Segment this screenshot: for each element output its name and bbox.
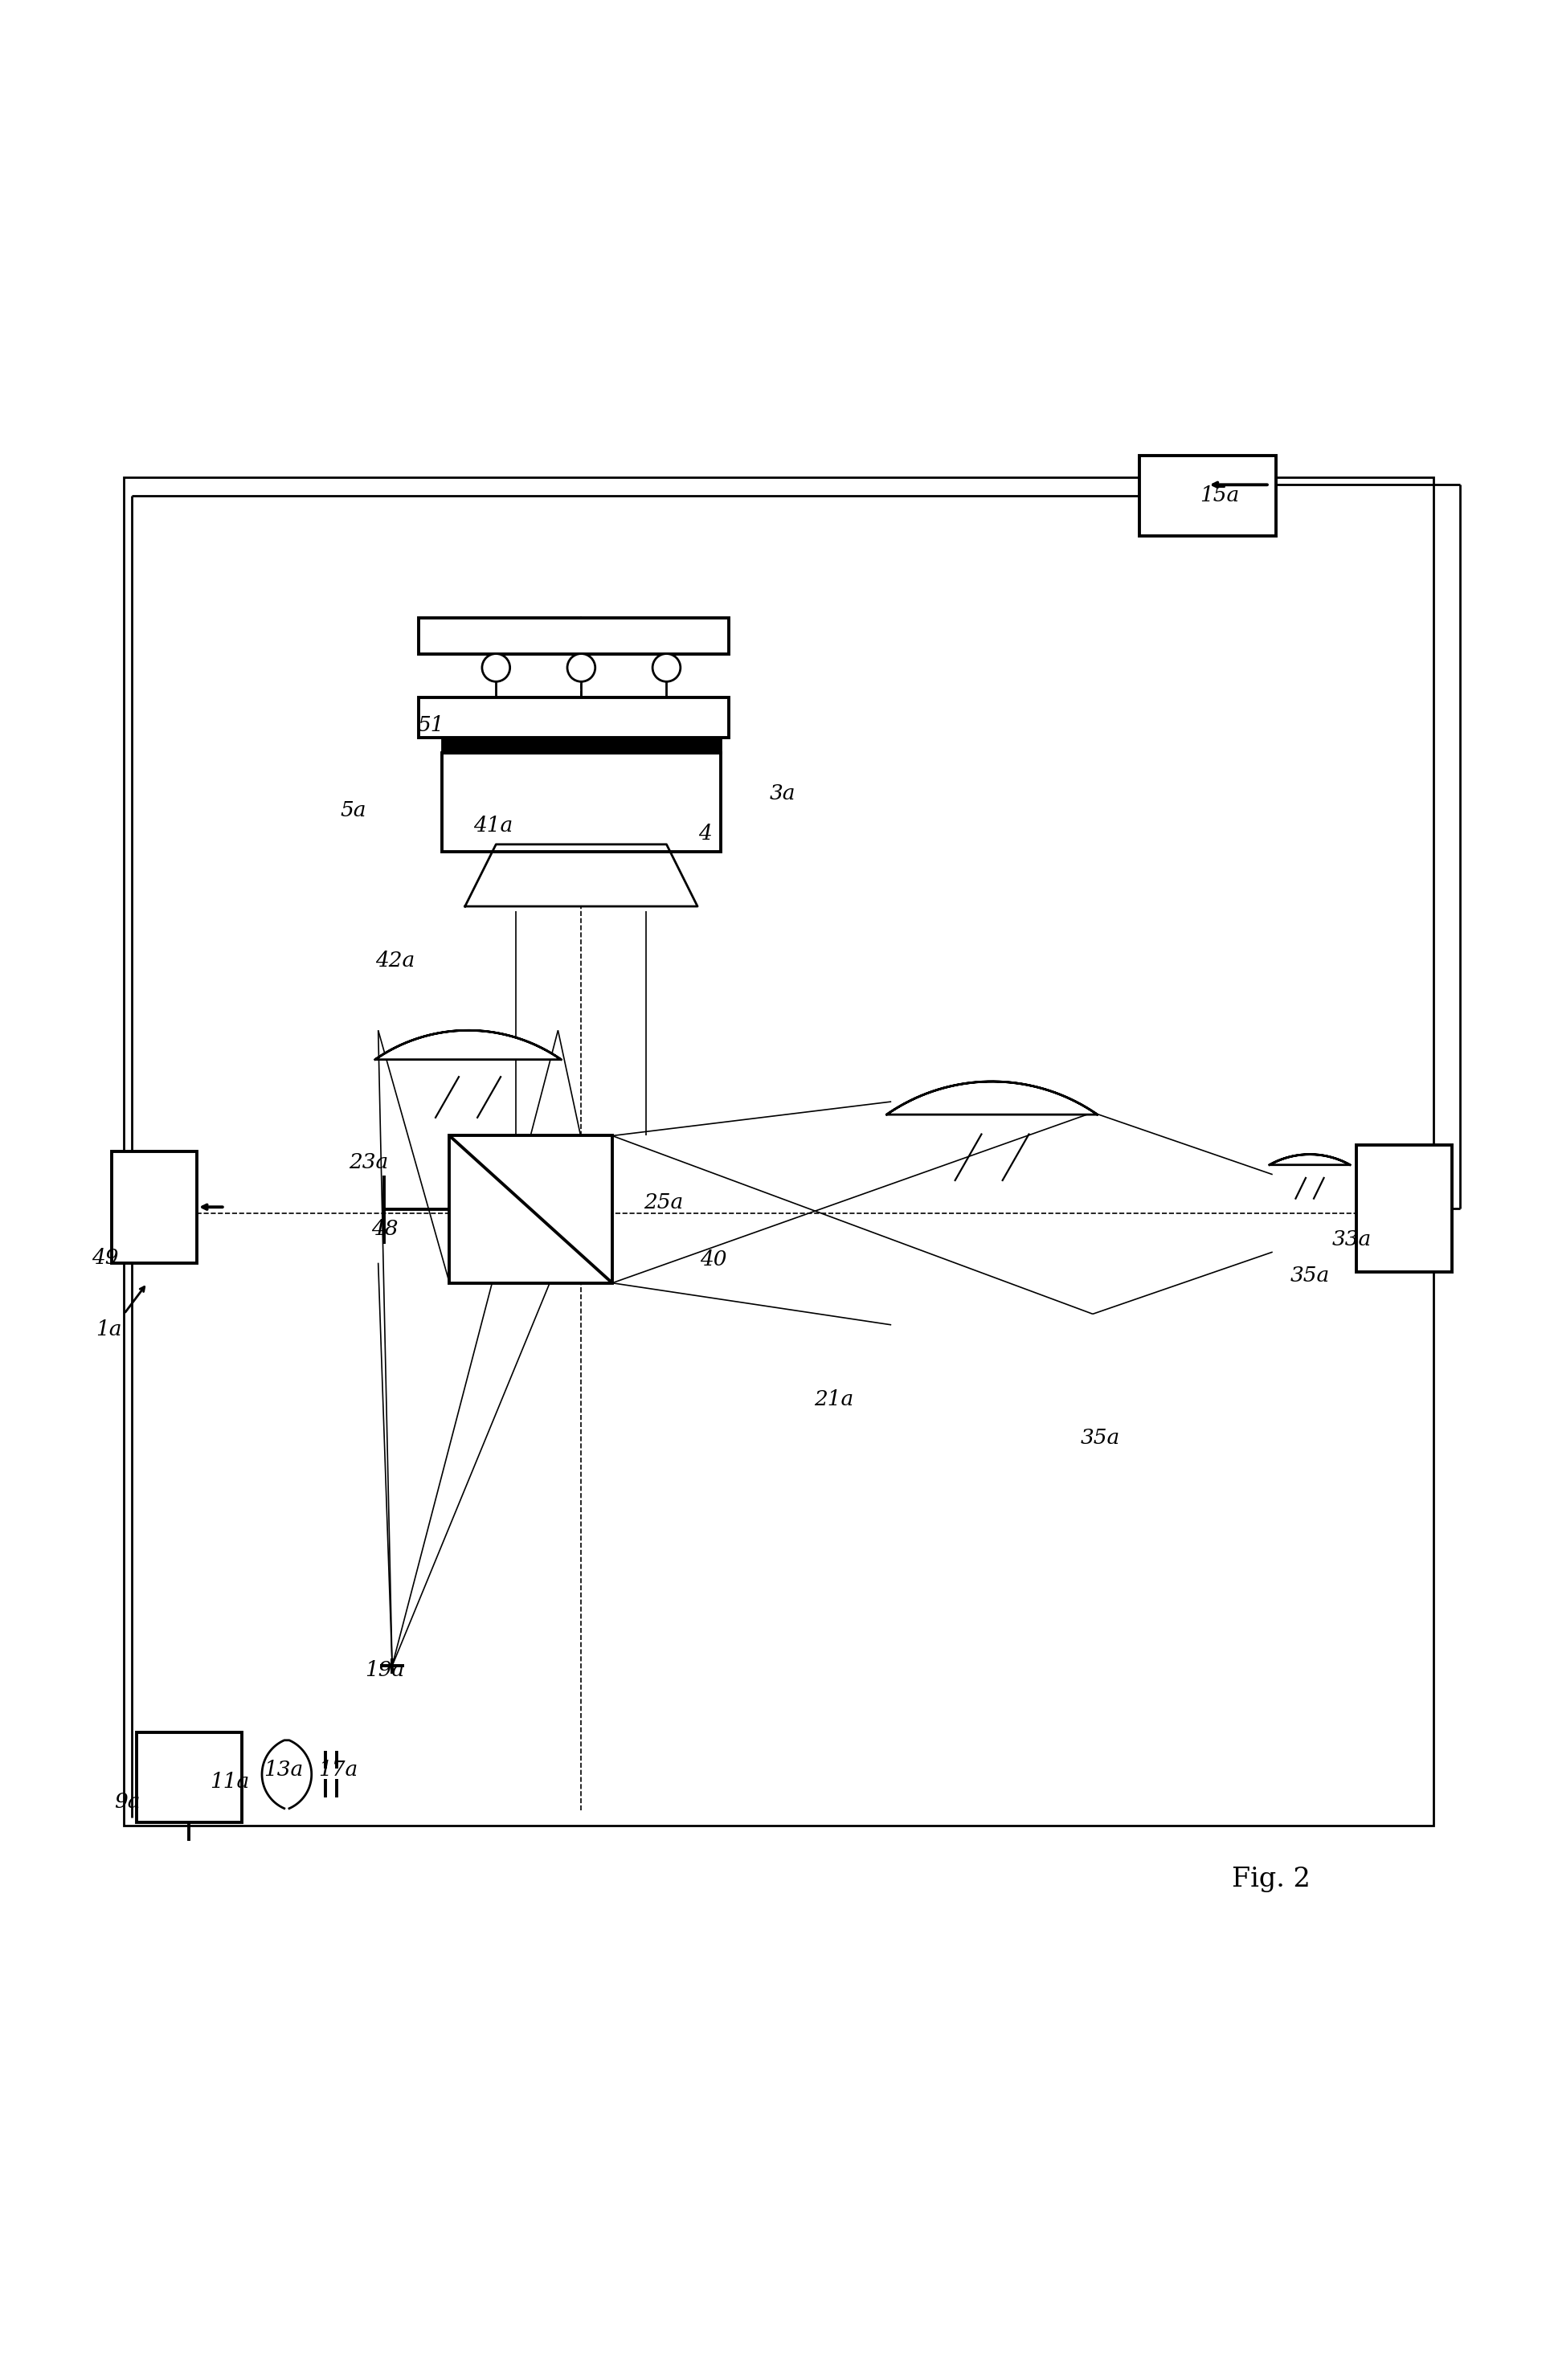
Text: 35a: 35a xyxy=(1290,1266,1330,1285)
Circle shape xyxy=(482,655,510,681)
Text: 51: 51 xyxy=(417,714,445,735)
Circle shape xyxy=(567,655,595,681)
Text: Fig. 2: Fig. 2 xyxy=(1232,1866,1310,1892)
Text: 23a: 23a xyxy=(349,1152,389,1171)
Polygon shape xyxy=(262,1740,312,1809)
Polygon shape xyxy=(887,1081,1097,1114)
Text: 21a: 21a xyxy=(814,1390,854,1409)
Bar xyxy=(124,476,1434,1825)
Text: 15a: 15a xyxy=(1200,486,1240,505)
Text: 41a: 41a xyxy=(473,816,513,835)
Text: 40: 40 xyxy=(699,1250,727,1271)
Text: 1a: 1a xyxy=(96,1319,121,1340)
Bar xyxy=(1139,455,1276,536)
Bar xyxy=(418,619,728,655)
Text: 3a: 3a xyxy=(770,783,795,804)
Bar xyxy=(418,697,728,738)
Text: 42a: 42a xyxy=(375,950,415,971)
Polygon shape xyxy=(465,845,697,907)
Bar xyxy=(136,1733,242,1823)
Text: 4: 4 xyxy=(699,823,711,843)
Circle shape xyxy=(653,655,680,681)
Bar xyxy=(442,738,721,752)
Bar xyxy=(449,1135,612,1283)
Text: 13a: 13a xyxy=(264,1759,304,1780)
Text: 33a: 33a xyxy=(1331,1230,1372,1250)
Text: 19a: 19a xyxy=(364,1661,405,1680)
Text: 17a: 17a xyxy=(318,1759,358,1780)
Text: 35a: 35a xyxy=(1080,1428,1121,1447)
Text: 49: 49 xyxy=(91,1247,119,1269)
Text: 11a: 11a xyxy=(209,1773,250,1792)
Text: 9a: 9a xyxy=(115,1792,139,1811)
Bar xyxy=(112,1152,197,1264)
Bar xyxy=(442,752,721,852)
Text: 25a: 25a xyxy=(643,1192,684,1211)
Bar xyxy=(1356,1145,1452,1273)
Text: 48: 48 xyxy=(370,1219,398,1240)
Polygon shape xyxy=(1269,1154,1350,1164)
Text: 5a: 5a xyxy=(341,800,366,821)
Polygon shape xyxy=(375,1031,561,1059)
